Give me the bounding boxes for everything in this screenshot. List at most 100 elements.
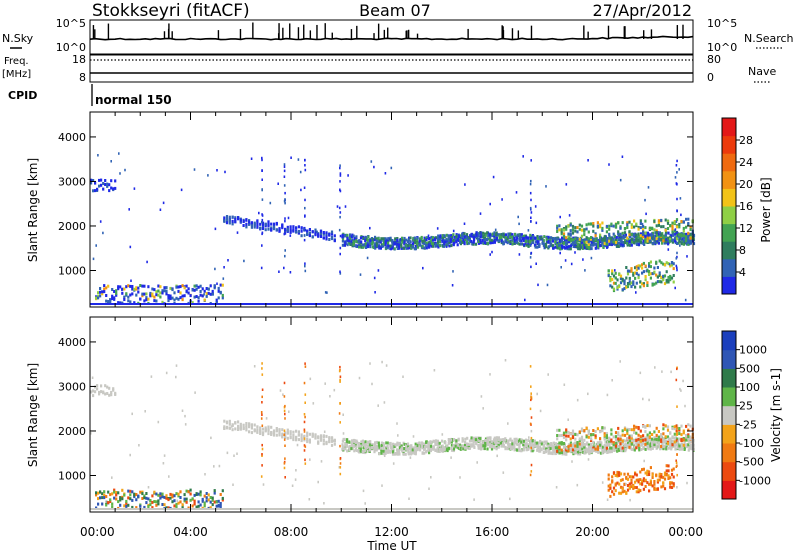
heatmap-cell <box>514 232 517 236</box>
heatmap-cell <box>592 224 595 228</box>
heatmap-cell <box>610 237 613 241</box>
heatmap-cell <box>459 476 461 479</box>
heatmap-cell <box>328 238 331 241</box>
heatmap-cell <box>676 242 679 245</box>
heatmap-cell <box>597 238 600 242</box>
heatmap-cell <box>642 424 645 428</box>
heatmap-cell <box>612 224 615 228</box>
heatmap-cell <box>563 383 566 386</box>
heatmap-cell <box>137 494 140 498</box>
heatmap-cell <box>396 422 398 425</box>
heatmap-cell <box>590 243 593 247</box>
heatmap-cell <box>631 439 634 443</box>
heatmap-cell <box>625 276 628 280</box>
heatmap-cell <box>630 478 633 482</box>
heatmap-cell <box>682 379 684 383</box>
heatmap-cell <box>387 244 390 248</box>
heatmap-cell <box>532 443 535 447</box>
heatmap-cell <box>628 235 631 238</box>
heatmap-cell <box>547 235 550 239</box>
heatmap-cell <box>242 423 245 427</box>
heatmap-cell <box>626 226 629 229</box>
heatmap-cell <box>115 289 118 293</box>
heatmap-cell <box>552 246 555 250</box>
heatmap-cell <box>253 222 256 226</box>
heatmap-cell <box>567 245 570 249</box>
heatmap-cell <box>651 473 654 477</box>
heatmap-cell <box>655 273 658 277</box>
heatmap-cell <box>219 290 222 294</box>
heatmap-cell <box>560 442 563 446</box>
heatmap-cell <box>612 435 615 439</box>
heatmap-cell <box>151 287 154 291</box>
heatmap-cell <box>459 238 462 242</box>
heatmap-cell <box>147 497 150 501</box>
heatmap-cell <box>644 264 647 268</box>
heatmap-cell <box>189 498 192 502</box>
heatmap-cell <box>667 231 670 235</box>
heatmap-cell <box>576 245 579 249</box>
heatmap-cell <box>105 495 108 498</box>
heatmap-cell <box>429 449 432 453</box>
heatmap-cell <box>110 186 113 190</box>
heatmap-cell <box>529 191 532 195</box>
heatmap-cell <box>355 445 358 449</box>
heatmap-cell <box>618 482 621 486</box>
heatmap-cell <box>478 439 481 443</box>
heatmap-cell <box>510 447 514 451</box>
heatmap-cell <box>187 291 190 295</box>
heatmap-cell <box>663 471 667 475</box>
heatmap-cell <box>216 169 218 172</box>
heatmap-cell <box>687 433 690 437</box>
heatmap-cell <box>248 425 251 429</box>
velocity-colorbar-label: Velocity [m s-1] <box>769 368 783 462</box>
heatmap-cell <box>489 241 492 245</box>
heatmap-cell <box>450 440 453 444</box>
heatmap-cell <box>175 285 178 289</box>
heatmap-cell <box>660 225 663 229</box>
heatmap-cell <box>281 226 284 230</box>
heatmap-cell <box>617 437 620 441</box>
heatmap-cell <box>582 450 585 454</box>
heatmap-cell <box>99 287 102 290</box>
heatmap-cell <box>501 198 503 201</box>
date-label: 27/Apr/2012 <box>592 1 692 20</box>
heatmap-cell <box>605 432 608 436</box>
heatmap-cell <box>662 276 665 280</box>
heatmap-cell <box>342 447 345 451</box>
heatmap-cell <box>527 242 530 246</box>
heatmap-cell <box>234 220 237 224</box>
heatmap-cell <box>656 480 659 484</box>
heatmap-cell <box>620 449 623 453</box>
heatmap-cell <box>534 442 537 446</box>
heatmap-cell <box>689 236 692 240</box>
heatmap-cell <box>522 155 524 158</box>
heatmap-cell <box>389 446 392 450</box>
heatmap-cell <box>195 295 198 298</box>
heatmap-cell <box>608 442 611 446</box>
heatmap-cell <box>642 232 645 236</box>
heatmap-cell <box>599 225 602 229</box>
heatmap-cell <box>599 223 602 227</box>
heatmap-cell <box>621 446 624 450</box>
heatmap-cell <box>516 439 519 442</box>
heatmap-cell <box>143 292 146 296</box>
heatmap-cell <box>539 439 542 443</box>
heatmap-cell <box>679 387 681 391</box>
heatmap-cell <box>261 395 263 399</box>
heatmap-cell <box>304 365 307 368</box>
heatmap-cell <box>369 238 372 242</box>
heatmap-cell <box>625 476 628 480</box>
heatmap-cell <box>371 242 374 246</box>
heatmap-cell <box>497 438 500 442</box>
heatmap-cell <box>267 425 270 429</box>
heatmap-cell <box>107 284 110 288</box>
heatmap-cell <box>366 440 370 444</box>
heatmap-cell <box>614 281 617 285</box>
heatmap-cell <box>533 444 536 448</box>
heatmap-cell <box>448 241 451 244</box>
heatmap-cell <box>341 445 344 449</box>
heatmap-cell <box>133 301 136 305</box>
heatmap-cell <box>646 236 649 240</box>
heatmap-cell <box>352 438 355 442</box>
